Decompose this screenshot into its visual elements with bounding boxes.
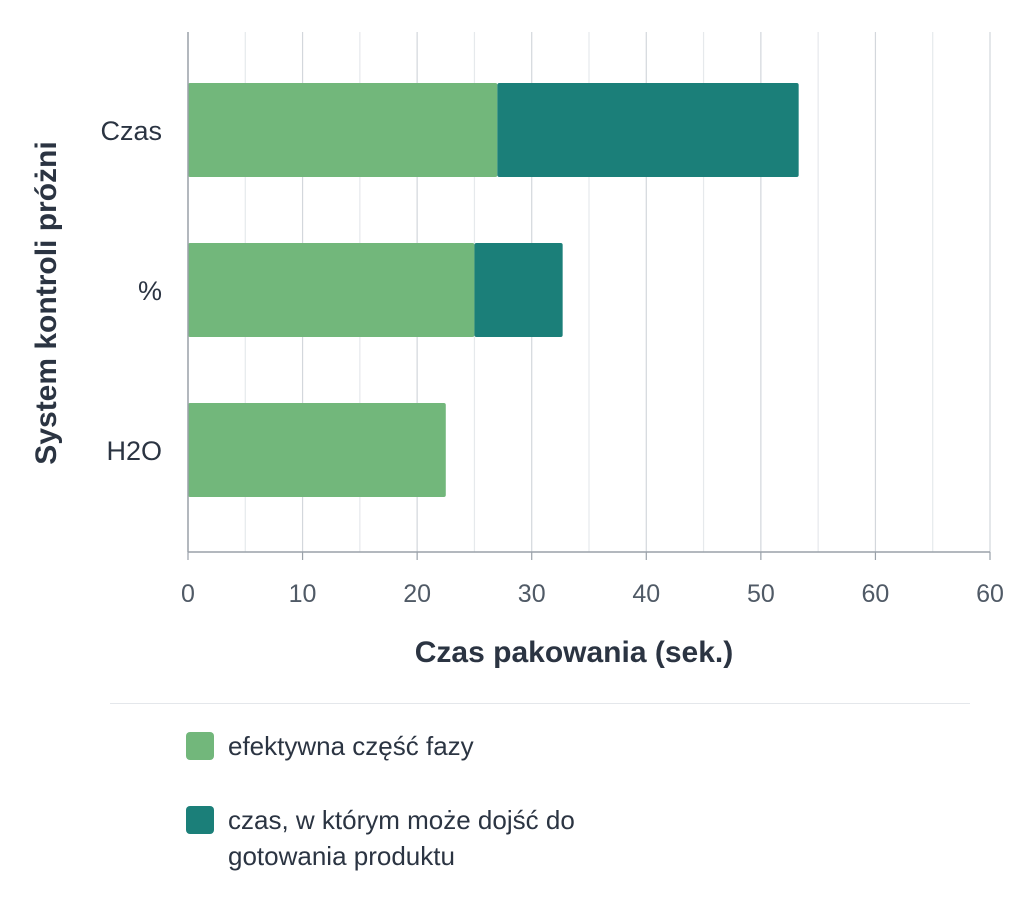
legend-label-effective: efektywna część fazy [228, 731, 474, 761]
x-tick-label: 60 [862, 580, 890, 608]
legend: efektywna część fazy czas, w którym może… [186, 728, 648, 912]
x-tick-label: 30 [518, 580, 546, 608]
category-label: Czas [100, 116, 162, 146]
x-tick-label: 50 [747, 580, 775, 608]
category-label: % [138, 276, 162, 306]
x-tick-labels: 0 10 20 30 40 50 60 60 [181, 552, 1004, 608]
category-label: H2O [106, 436, 162, 466]
legend-label-boiling: czas, w którym może dojść do gotowania p… [228, 805, 575, 871]
x-tick-label: 60 [976, 580, 1004, 608]
legend-swatch-boiling [186, 806, 214, 834]
bar-segment-boiling [497, 83, 799, 177]
legend-item-effective: efektywna część fazy [186, 728, 648, 764]
x-axis-title: Czas pakowania (sek.) [415, 636, 733, 669]
category-labels: Czas% H2O [100, 116, 162, 466]
bar-segment-boiling [474, 243, 563, 337]
chart: 0 10 20 30 40 50 60 60 Czas% H2O Czas pakowania … [30, 32, 1004, 669]
bars [188, 83, 799, 497]
y-axis-title: System kontroli próżni [30, 141, 63, 464]
bar-segment-effective [188, 83, 498, 177]
x-tick-label: 10 [289, 580, 317, 608]
legend-swatch-effective [186, 732, 214, 760]
legend-item-boiling: czas, w którym może dojść do gotowania p… [186, 802, 648, 874]
x-tick-label: 20 [403, 580, 431, 608]
bar-segment-effective [188, 403, 446, 497]
legend-divider [110, 703, 970, 704]
bar-segment-effective [188, 243, 475, 337]
x-tick-label: 40 [632, 580, 660, 608]
x-tick-label: 0 [181, 580, 195, 608]
